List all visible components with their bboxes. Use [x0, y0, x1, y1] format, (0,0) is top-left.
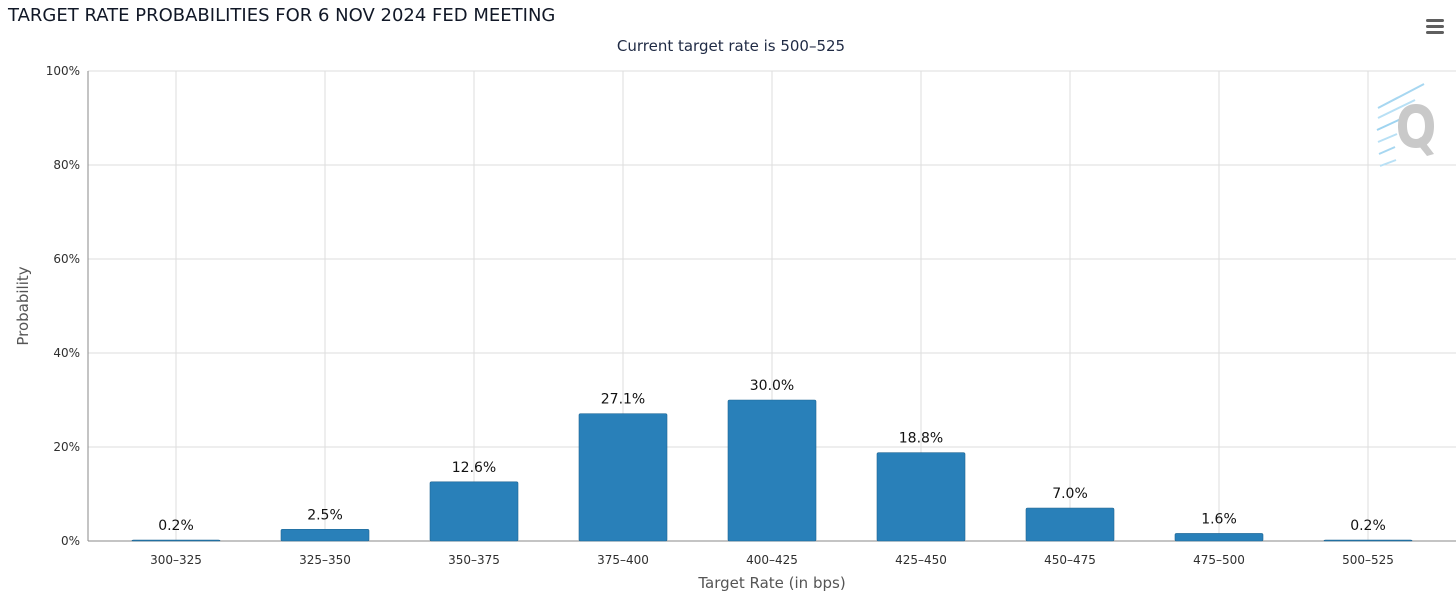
bar	[1025, 507, 1115, 542]
menu-line-top	[1426, 19, 1444, 22]
x-axis-title: Target Rate (in bps)	[697, 574, 845, 592]
y-tick-label: 100%	[46, 64, 80, 78]
bar-layer	[131, 399, 1413, 542]
y-tick-label: 0%	[61, 534, 80, 548]
chart-subtitle: Current target rate is 500–525	[616, 37, 846, 55]
data-label: 18.8%	[899, 431, 943, 447]
bar	[876, 452, 966, 542]
y-tick-label: 40%	[53, 346, 80, 360]
data-label: 27.1%	[601, 392, 645, 408]
label-layer: 0.2% 2.5% 12.6% 27.1% 30.0% 18.8% 7.0% 1.6% 0.2%	[158, 378, 1386, 534]
data-label: 0.2%	[158, 518, 194, 534]
chart-title: TARGET RATE PROBABILITIES FOR 6 NOV 2024…	[8, 5, 556, 26]
hamburger-menu-icon[interactable]	[1424, 16, 1446, 38]
bar	[1323, 539, 1413, 542]
y-tick-label: 60%	[53, 252, 80, 266]
bar	[727, 399, 817, 542]
bar	[131, 539, 221, 542]
bar	[280, 528, 370, 542]
x-tick-label: 400–425	[746, 553, 798, 567]
data-label: 0.2%	[1350, 518, 1386, 534]
y-axis-title: Probability	[14, 266, 32, 345]
data-label: 7.0%	[1052, 486, 1088, 502]
x-tick-label: 325–350	[299, 553, 351, 567]
q-logo-icon	[1376, 83, 1434, 167]
data-label: 2.5%	[307, 507, 343, 523]
x-tick-label: 300–325	[150, 553, 202, 567]
data-label: 1.6%	[1201, 511, 1237, 527]
x-tick-label: 500–525	[1342, 553, 1394, 567]
bar	[1174, 533, 1264, 542]
menu-line-middle	[1426, 25, 1444, 28]
x-tick-label: 475–500	[1193, 553, 1245, 567]
bar	[578, 413, 668, 542]
bar	[429, 481, 519, 542]
menu-line-bottom	[1426, 31, 1444, 34]
y-tick-label: 20%	[53, 440, 80, 454]
x-tick-label: 450–475	[1044, 553, 1096, 567]
x-tick-label: 425–450	[895, 553, 947, 567]
x-tick-label: 375–400	[597, 553, 649, 567]
data-label: 12.6%	[452, 460, 496, 476]
data-label: 30.0%	[750, 378, 794, 394]
x-tick-label: 350–375	[448, 553, 500, 567]
y-tick-label: 80%	[53, 158, 80, 172]
